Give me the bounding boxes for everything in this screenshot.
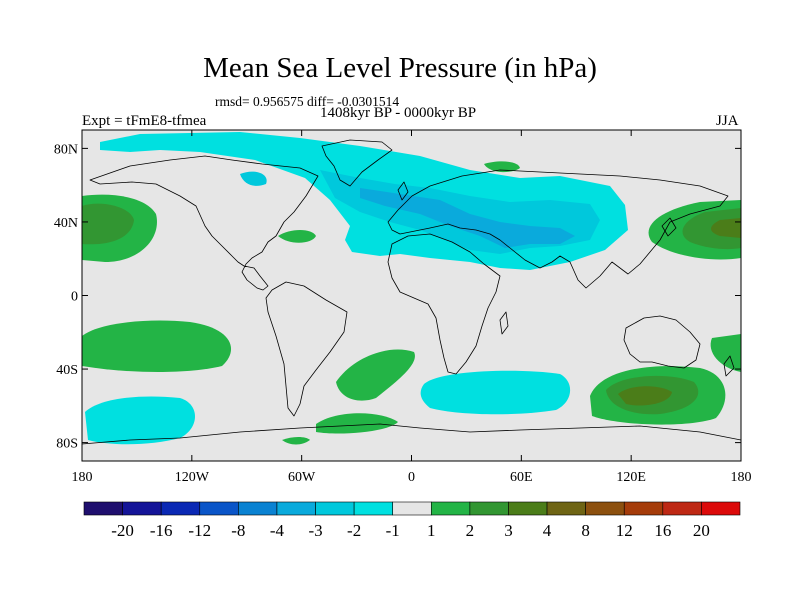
positive-anomaly-peak-east-pacific — [711, 218, 741, 238]
positive-anomaly-south-atlantic — [336, 349, 415, 401]
colorbar-label: -20 — [111, 521, 134, 540]
colorbar-label: 16 — [654, 521, 671, 540]
season-label: JJA — [716, 113, 739, 129]
lon-tick-label: 180 — [731, 470, 752, 485]
colorbar-label: -3 — [308, 521, 322, 540]
colorbar-swatch — [315, 501, 355, 516]
lat-tick-label: 0 — [71, 290, 78, 305]
colorbar-label: 4 — [543, 521, 552, 540]
colorbar-label: 1 — [427, 521, 436, 540]
coastline-uk — [397, 181, 409, 201]
colorbar-label: 3 — [504, 521, 513, 540]
colorbar-swatch — [353, 501, 394, 516]
colorbar-swatch — [701, 501, 741, 516]
positive-anomaly-siberia — [484, 161, 520, 173]
positive-anomaly-new-zealand — [710, 334, 741, 372]
positive-anomaly-antarctic-atlantic — [316, 413, 398, 434]
coastline-eurasia — [387, 169, 729, 289]
colorbar-swatch — [83, 501, 123, 516]
colorbar-swatch — [392, 501, 432, 516]
positive-anomaly-peak-indian — [618, 386, 672, 406]
lat-tick-label: 80N — [54, 142, 78, 157]
coastline-madagascar — [499, 311, 509, 335]
coastline-new-zealand — [723, 355, 735, 377]
positive-anomaly-antarctic-pacific — [282, 437, 310, 445]
pressure-anomaly-fields — [82, 132, 741, 445]
negative-anomaly-southern-pacific — [85, 396, 195, 445]
lat-tick-label: 40S — [56, 363, 78, 378]
statistics-text: rmsd= 0.956575 diff= -0.0301514 — [215, 94, 400, 109]
experiment-label: Expt = tFmE8-tfmea — [82, 113, 207, 129]
colorbar-swatch — [508, 501, 548, 516]
lon-tick-label: 120W — [175, 470, 210, 485]
coastline-africa — [387, 233, 501, 375]
lon-tick-label: 60E — [510, 470, 533, 485]
coastline-south-america — [265, 281, 348, 417]
negative-anomaly-southern-indian — [420, 370, 571, 415]
colorbar-label: -8 — [231, 521, 245, 540]
positive-anomaly-south-pacific — [82, 320, 232, 372]
colorbar-swatch — [122, 501, 162, 516]
lon-tick-label: 60W — [288, 470, 316, 485]
positive-anomaly-north-america — [278, 230, 316, 243]
colorbar-swatch — [585, 501, 625, 516]
coastlines — [82, 139, 741, 445]
colorbar-label: -12 — [188, 521, 211, 540]
colorbar-label: -4 — [270, 521, 285, 540]
colorbar-label: -2 — [347, 521, 361, 540]
colorbar-swatch — [199, 501, 239, 516]
colorbar-label: 2 — [466, 521, 475, 540]
coastline-japan — [661, 217, 677, 237]
lon-tick-label: 120E — [616, 470, 646, 485]
lon-tick-label: 0 — [408, 470, 415, 485]
colorbar-label: -1 — [386, 521, 400, 540]
coastline-north-america — [89, 155, 319, 291]
lat-tick-label: 40N — [54, 216, 78, 231]
axis-ticks: 80N 40N 0 40S 80S 180 120W 60W 0 60E 120E 180 — [54, 130, 752, 485]
negative-anomaly-arctic-canada — [240, 171, 267, 186]
colorbar-label: 8 — [581, 521, 590, 540]
coastline-greenland — [321, 139, 393, 187]
coastline-antarctica — [82, 423, 741, 445]
lon-tick-label: 180 — [72, 470, 93, 485]
time-period: 1408kyr BP - 0000kyr BP — [320, 105, 477, 121]
colorbar-swatch — [430, 501, 471, 516]
colorbar-swatch — [546, 501, 586, 516]
negative-anomaly-mediterranean — [360, 188, 575, 248]
colorbar-swatch — [276, 501, 316, 516]
colorbar-swatch — [238, 501, 278, 516]
colorbar: -20 -16 -12 -8 -4 -3 -2 -1 1 2 3 4 8 12 16 20 — [83, 501, 741, 540]
positive-anomaly-core-west-pacific — [82, 203, 134, 245]
colorbar-label: 20 — [693, 521, 710, 540]
map-title: Mean Sea Level Pressure (in hPa) — [203, 52, 597, 84]
lat-tick-label: 80S — [56, 437, 78, 452]
colorbar-swatch — [469, 501, 509, 516]
colorbar-swatch — [160, 501, 201, 516]
colorbar-label: -16 — [150, 521, 173, 540]
colorbar-label: 12 — [616, 521, 633, 540]
colorbar-swatch — [662, 501, 702, 516]
colorbar-swatch — [623, 501, 664, 516]
coastline-australia — [623, 315, 701, 369]
